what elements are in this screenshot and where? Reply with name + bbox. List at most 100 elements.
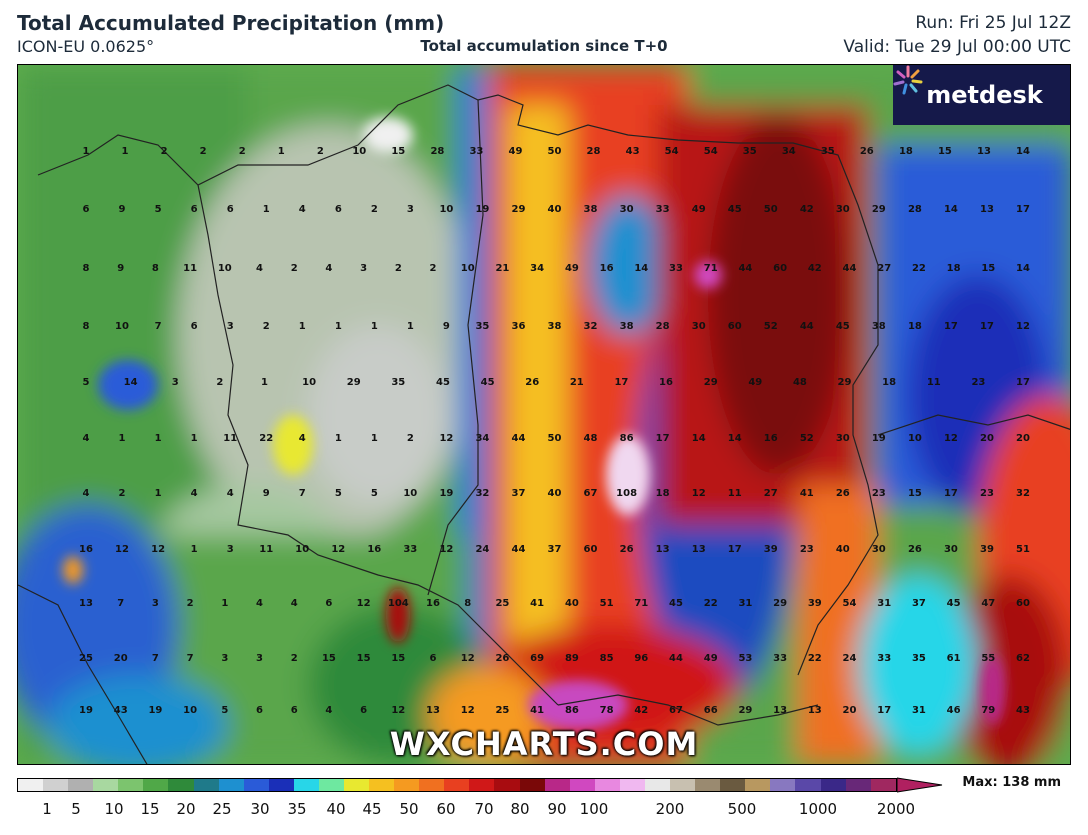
grid-value: 16 — [659, 377, 673, 388]
colorbar-swatch — [720, 779, 746, 791]
grid-value: 54 — [843, 598, 857, 609]
grid-value: 55 — [981, 653, 995, 664]
grid-value: 1 — [191, 544, 198, 555]
grid-value: 7 — [155, 321, 162, 332]
grid-value: 10 — [439, 204, 453, 215]
grid-value: 35 — [743, 146, 757, 157]
grid-value: 79 — [981, 705, 995, 716]
grid-value: 2 — [291, 263, 298, 274]
grid-value: 33 — [469, 146, 483, 157]
grid-value: 7 — [152, 653, 159, 664]
grid-value: 3 — [407, 204, 414, 215]
grid-value: 18 — [899, 146, 913, 157]
grid-value: 7 — [299, 488, 306, 499]
grid-value: 9 — [117, 263, 124, 274]
grid-value: 34 — [530, 263, 544, 274]
grid-value: 50 — [764, 204, 778, 215]
colorbar-swatch — [118, 779, 144, 791]
grid-value: 6 — [335, 204, 342, 215]
grid-value: 1 — [263, 204, 270, 215]
grid-value: 16 — [764, 433, 778, 444]
grid-value: 3 — [256, 653, 263, 664]
grid-value: 1 — [371, 433, 378, 444]
grid-value: 60 — [773, 263, 787, 274]
grid-value: 17 — [944, 321, 958, 332]
colorbar-tick-label: 10 — [104, 800, 124, 818]
precipitation-map[interactable]: 1 1 2 2 2 1 2 10 15 28 33 49 50 28 43 54 54 35 34 35 26 18 15 1… — [17, 64, 1071, 765]
colorbar-swatch — [619, 779, 645, 791]
colorbar-swatch — [369, 779, 395, 791]
grid-value: 52 — [800, 433, 814, 444]
colorbar-tick-label: 500 — [727, 800, 757, 818]
grid-value: 12 — [1016, 321, 1030, 332]
grid-value: 3 — [227, 321, 234, 332]
grid-value: 30 — [620, 204, 634, 215]
grid-value: 12 — [461, 653, 475, 664]
colorbar-swatch — [695, 779, 721, 791]
grid-value: 54 — [704, 146, 718, 157]
grid-value: 14 — [692, 433, 706, 444]
grid-value: 20 — [843, 705, 857, 716]
grid-value: 2 — [263, 321, 270, 332]
valid-time: Valid: Tue 29 Jul 00:00 UTC — [843, 37, 1071, 57]
grid-value: 86 — [565, 705, 579, 716]
grid-value: 12 — [944, 433, 958, 444]
grid-value: 19 — [872, 433, 886, 444]
grid-value: 10 — [302, 377, 316, 388]
grid-value: 4 — [299, 204, 306, 215]
grid-value: 25 — [495, 598, 509, 609]
grid-value: 44 — [512, 544, 526, 555]
colorbar-tick-label: 2000 — [876, 800, 916, 818]
grid-value: 3 — [152, 598, 159, 609]
grid-value: 44 — [669, 653, 683, 664]
grid-value: 11 — [259, 544, 273, 555]
colorbar-swatch — [193, 779, 219, 791]
grid-value: 45 — [728, 204, 742, 215]
grid-value: 85 — [600, 653, 614, 664]
grid-value: 45 — [436, 377, 450, 388]
grid-value: 14 — [634, 263, 648, 274]
grid-value: 9 — [263, 488, 270, 499]
grid-value: 42 — [800, 204, 814, 215]
grid-value: 22 — [808, 653, 822, 664]
grid-value: 50 — [548, 433, 562, 444]
grid-value: 1 — [371, 321, 378, 332]
colorbar-swatch — [644, 779, 671, 791]
grid-value: 49 — [565, 263, 579, 274]
grid-value: 89 — [565, 653, 579, 664]
grid-value: 49 — [748, 377, 762, 388]
grid-value: 108 — [616, 488, 637, 499]
grid-value: 26 — [908, 544, 922, 555]
grid-value: 37 — [912, 598, 926, 609]
colorbar-swatch — [344, 779, 370, 791]
grid-value: 16 — [367, 544, 381, 555]
grid-value: 40 — [836, 544, 850, 555]
grid-value: 38 — [620, 321, 634, 332]
colorbar-swatch — [419, 779, 445, 791]
grid-value: 17 — [980, 321, 994, 332]
grid-value: 6 — [325, 598, 332, 609]
burst-icon — [893, 65, 923, 95]
grid-value: 15 — [322, 653, 336, 664]
grid-value: 17 — [877, 705, 891, 716]
grid-value: 29 — [512, 204, 526, 215]
colorbar-swatch — [494, 779, 520, 791]
grid-value: 13 — [980, 204, 994, 215]
grid-value: 2 — [291, 653, 298, 664]
grid-value: 49 — [509, 146, 523, 157]
grid-value: 6 — [430, 653, 437, 664]
grid-value: 78 — [600, 705, 614, 716]
grid-value: 13 — [79, 598, 93, 609]
colorbar-tick-label: 25 — [212, 800, 232, 818]
grid-value: 10 — [115, 321, 129, 332]
grid-value: 19 — [79, 705, 93, 716]
grid-value: 67 — [669, 705, 683, 716]
grid-value: 4 — [299, 433, 306, 444]
grid-value: 8 — [464, 598, 471, 609]
grid-value: 4 — [191, 488, 198, 499]
grid-value: 4 — [227, 488, 234, 499]
grid-value: 20 — [980, 433, 994, 444]
colorbar-swatch — [18, 779, 44, 791]
colorbar-swatch — [569, 779, 595, 791]
grid-value: 46 — [947, 705, 961, 716]
